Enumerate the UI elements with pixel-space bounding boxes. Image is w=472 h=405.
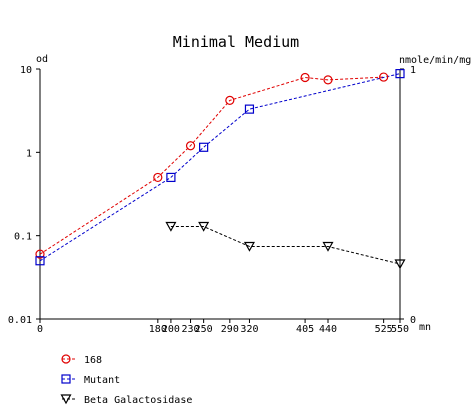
data-point-series-2 [166, 172, 176, 183]
data-point-series-3 [394, 259, 406, 270]
data-point-series-1 [300, 72, 310, 83]
x-tick-label: 200 [162, 324, 180, 335]
data-point-series-1 [185, 141, 196, 151]
series-line-2 [39, 73, 401, 262]
y-left-tick-label: 1 [26, 148, 32, 159]
legend-marker-square [61, 374, 71, 384]
x-tick-label: 250 [195, 324, 213, 335]
legend-marker-triangle-down [60, 394, 72, 405]
series-line-1 [39, 76, 384, 255]
series-line-3 [170, 226, 401, 265]
data-point-series-2 [244, 104, 255, 114]
y-left-tick-label: 10 [20, 65, 32, 76]
x-tick-label: 320 [240, 324, 258, 335]
data-point-series-1 [323, 75, 333, 85]
x-tick-label: 290 [221, 324, 239, 335]
chart-title: Minimal Medium [173, 33, 299, 51]
x-tick-label: 0 [37, 324, 43, 335]
legend: 168 Mutant Beta Galactosidase [60, 354, 192, 405]
x-tick-label: 405 [296, 324, 314, 335]
legend-label: Beta Galactosidase [84, 395, 192, 405]
data-point-series-2 [199, 142, 209, 152]
x-tick-label: 440 [319, 324, 337, 335]
series-markers [35, 69, 406, 270]
x-tick-label: 230 [182, 324, 200, 335]
data-point-series-1 [379, 72, 389, 82]
x-unit-label: mn [419, 322, 431, 333]
left-axis-label: od [36, 54, 48, 65]
right-axis-label: nmole/min/mg [399, 55, 471, 66]
data-point-series-1 [35, 249, 45, 259]
data-point-series-1 [153, 172, 163, 183]
x-tick-label: 550 [391, 324, 409, 335]
axes [39, 69, 401, 320]
y-left-tick-label: 0.1 [14, 232, 32, 243]
data-point-series-2 [395, 69, 405, 79]
y-right-tick-label: 1 [410, 65, 416, 76]
y-right-tick-label: 0 [410, 315, 416, 326]
legend-label: Mutant [84, 375, 120, 386]
data-point-series-3 [165, 221, 177, 232]
data-point-series-3 [243, 241, 255, 252]
series-lines [39, 73, 401, 265]
y-left-tick-label: 0.01 [8, 315, 32, 326]
data-point-series-3 [198, 221, 210, 232]
data-point-series-2 [35, 256, 45, 266]
data-point-series-3 [322, 241, 334, 252]
legend-label: 168 [84, 355, 102, 366]
x-tick-label: 180 [149, 324, 167, 335]
data-point-series-1 [225, 95, 235, 105]
legend-marker-circle [61, 354, 71, 364]
x-tick-label: 525 [375, 324, 393, 335]
